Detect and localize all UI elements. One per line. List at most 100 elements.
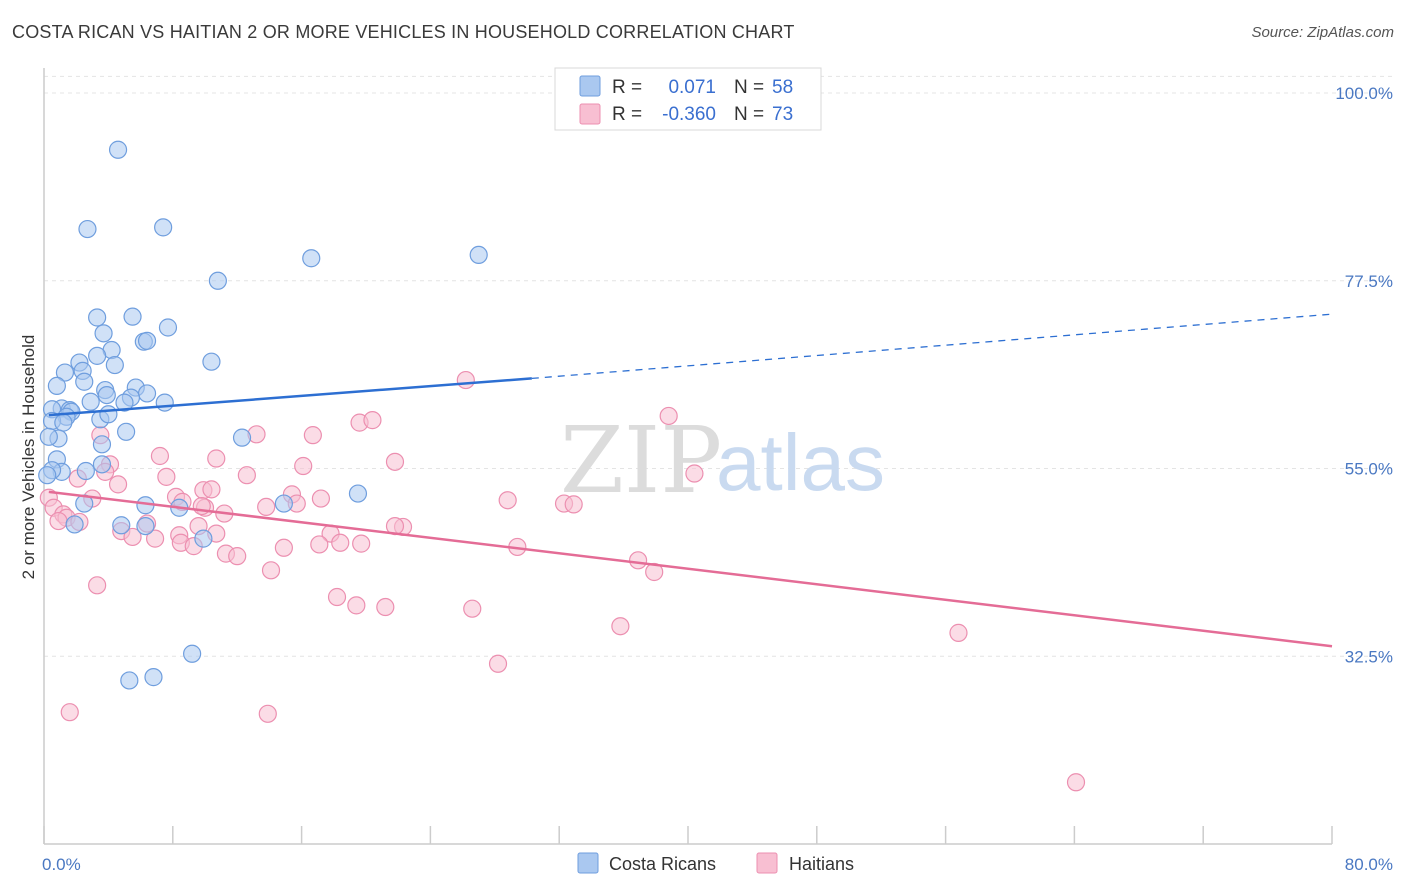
data-point	[120, 671, 139, 690]
data-point	[144, 668, 163, 687]
data-point	[60, 703, 79, 722]
data-point	[488, 654, 508, 673]
data-point	[155, 393, 174, 412]
data-point	[310, 535, 329, 554]
data-point	[202, 480, 221, 499]
data-point	[463, 599, 482, 618]
data-point	[363, 411, 382, 430]
series-costa-ricans	[38, 140, 488, 690]
data-point	[659, 406, 678, 426]
data-point	[228, 547, 247, 566]
data-point	[183, 644, 202, 663]
legend-r-value-1: 0.071	[668, 77, 716, 98]
watermark-atlas: atlas	[716, 418, 885, 507]
data-point	[92, 455, 112, 474]
data-point	[92, 435, 112, 454]
data-point	[112, 516, 131, 535]
data-point	[75, 372, 94, 391]
data-point	[150, 446, 170, 466]
y-tick-label: 100.0%	[1335, 84, 1393, 103]
y-tick-label: 32.5%	[1345, 647, 1393, 666]
data-point	[498, 491, 517, 510]
data-point	[76, 461, 95, 481]
legend-n-label-2: N =	[734, 104, 764, 125]
data-point	[237, 466, 256, 485]
series-legend-swatch-costa-ricans	[577, 852, 599, 874]
data-point	[123, 527, 142, 547]
data-point	[94, 324, 113, 343]
chart-title: COSTA RICAN VS HAITIAN 2 OR MORE VEHICLE…	[12, 22, 795, 42]
data-point	[136, 516, 155, 536]
data-point	[54, 413, 73, 432]
grid	[44, 75, 1392, 657]
data-point	[108, 475, 128, 494]
trend-lines	[48, 313, 1333, 648]
series-legend-label-costa-ricans: Costa Ricans	[609, 854, 716, 874]
data-point	[194, 529, 213, 548]
y-tick-label: 77.5%	[1345, 272, 1393, 291]
x-tick-label-min: 0.0%	[42, 855, 81, 874]
data-point	[274, 494, 293, 513]
trend-line-haitians	[48, 490, 1333, 648]
data-point	[154, 218, 173, 237]
data-point	[55, 363, 75, 382]
data-point	[88, 346, 107, 365]
data-point	[611, 617, 630, 636]
data-point	[331, 533, 350, 552]
x-ticks	[43, 826, 1333, 844]
legend-n-value-2: 73	[772, 104, 793, 125]
stats-legend: R = 0.071 N = 58 R = -0.360 N = 73	[554, 67, 822, 131]
data-point	[348, 484, 368, 503]
trend-line-costa-ricans	[48, 377, 532, 417]
data-point	[38, 466, 57, 485]
data-point	[105, 355, 124, 375]
data-point	[685, 464, 704, 483]
legend-n-value-1: 58	[772, 77, 793, 98]
data-point	[274, 538, 293, 557]
legend-r-label-1: R =	[612, 77, 642, 98]
series-legend: Costa Ricans Haitians	[577, 852, 854, 874]
data-point	[456, 370, 475, 390]
legend-n-label-1: N =	[734, 77, 764, 98]
data-point	[137, 384, 157, 403]
data-point	[99, 405, 118, 424]
legend-r-value-2: -0.360	[662, 104, 716, 125]
legend-swatch-costa-ricans	[579, 75, 601, 97]
data-point	[115, 393, 134, 412]
data-point	[294, 456, 313, 476]
data-point	[157, 467, 176, 486]
data-point	[257, 497, 276, 516]
data-point	[123, 307, 142, 326]
data-point	[117, 422, 136, 441]
data-point	[302, 249, 321, 268]
data-point	[108, 140, 128, 159]
data-point	[65, 515, 84, 534]
x-tick-label-max: 80.0%	[1345, 855, 1393, 874]
data-point	[88, 308, 107, 327]
chart-source: Source: ZipAtlas.com	[1251, 24, 1394, 41]
data-point	[97, 385, 116, 405]
data-point	[352, 534, 371, 553]
data-point	[81, 392, 100, 411]
series-legend-swatch-haitians	[756, 852, 778, 874]
data-point	[158, 318, 178, 337]
data-point	[202, 352, 221, 371]
data-point	[949, 623, 968, 642]
data-point	[78, 219, 97, 239]
y-tick-labels: 100.0% 77.5% 55.0% 32.5%	[1335, 84, 1393, 666]
data-point	[303, 426, 322, 445]
data-point	[47, 376, 66, 396]
y-tick-label: 55.0%	[1345, 460, 1393, 479]
data-point	[1066, 773, 1086, 792]
legend-swatch-haitians	[579, 103, 601, 125]
data-point	[261, 561, 281, 580]
data-point	[49, 511, 68, 531]
data-point	[469, 245, 488, 265]
y-axis-label: 2 or more Vehicles in Household	[19, 335, 38, 580]
data-point	[232, 428, 252, 447]
data-point	[88, 576, 107, 595]
data-point	[39, 427, 58, 446]
legend-r-label-2: R =	[612, 104, 642, 125]
data-point	[376, 597, 395, 617]
data-point	[311, 489, 331, 508]
